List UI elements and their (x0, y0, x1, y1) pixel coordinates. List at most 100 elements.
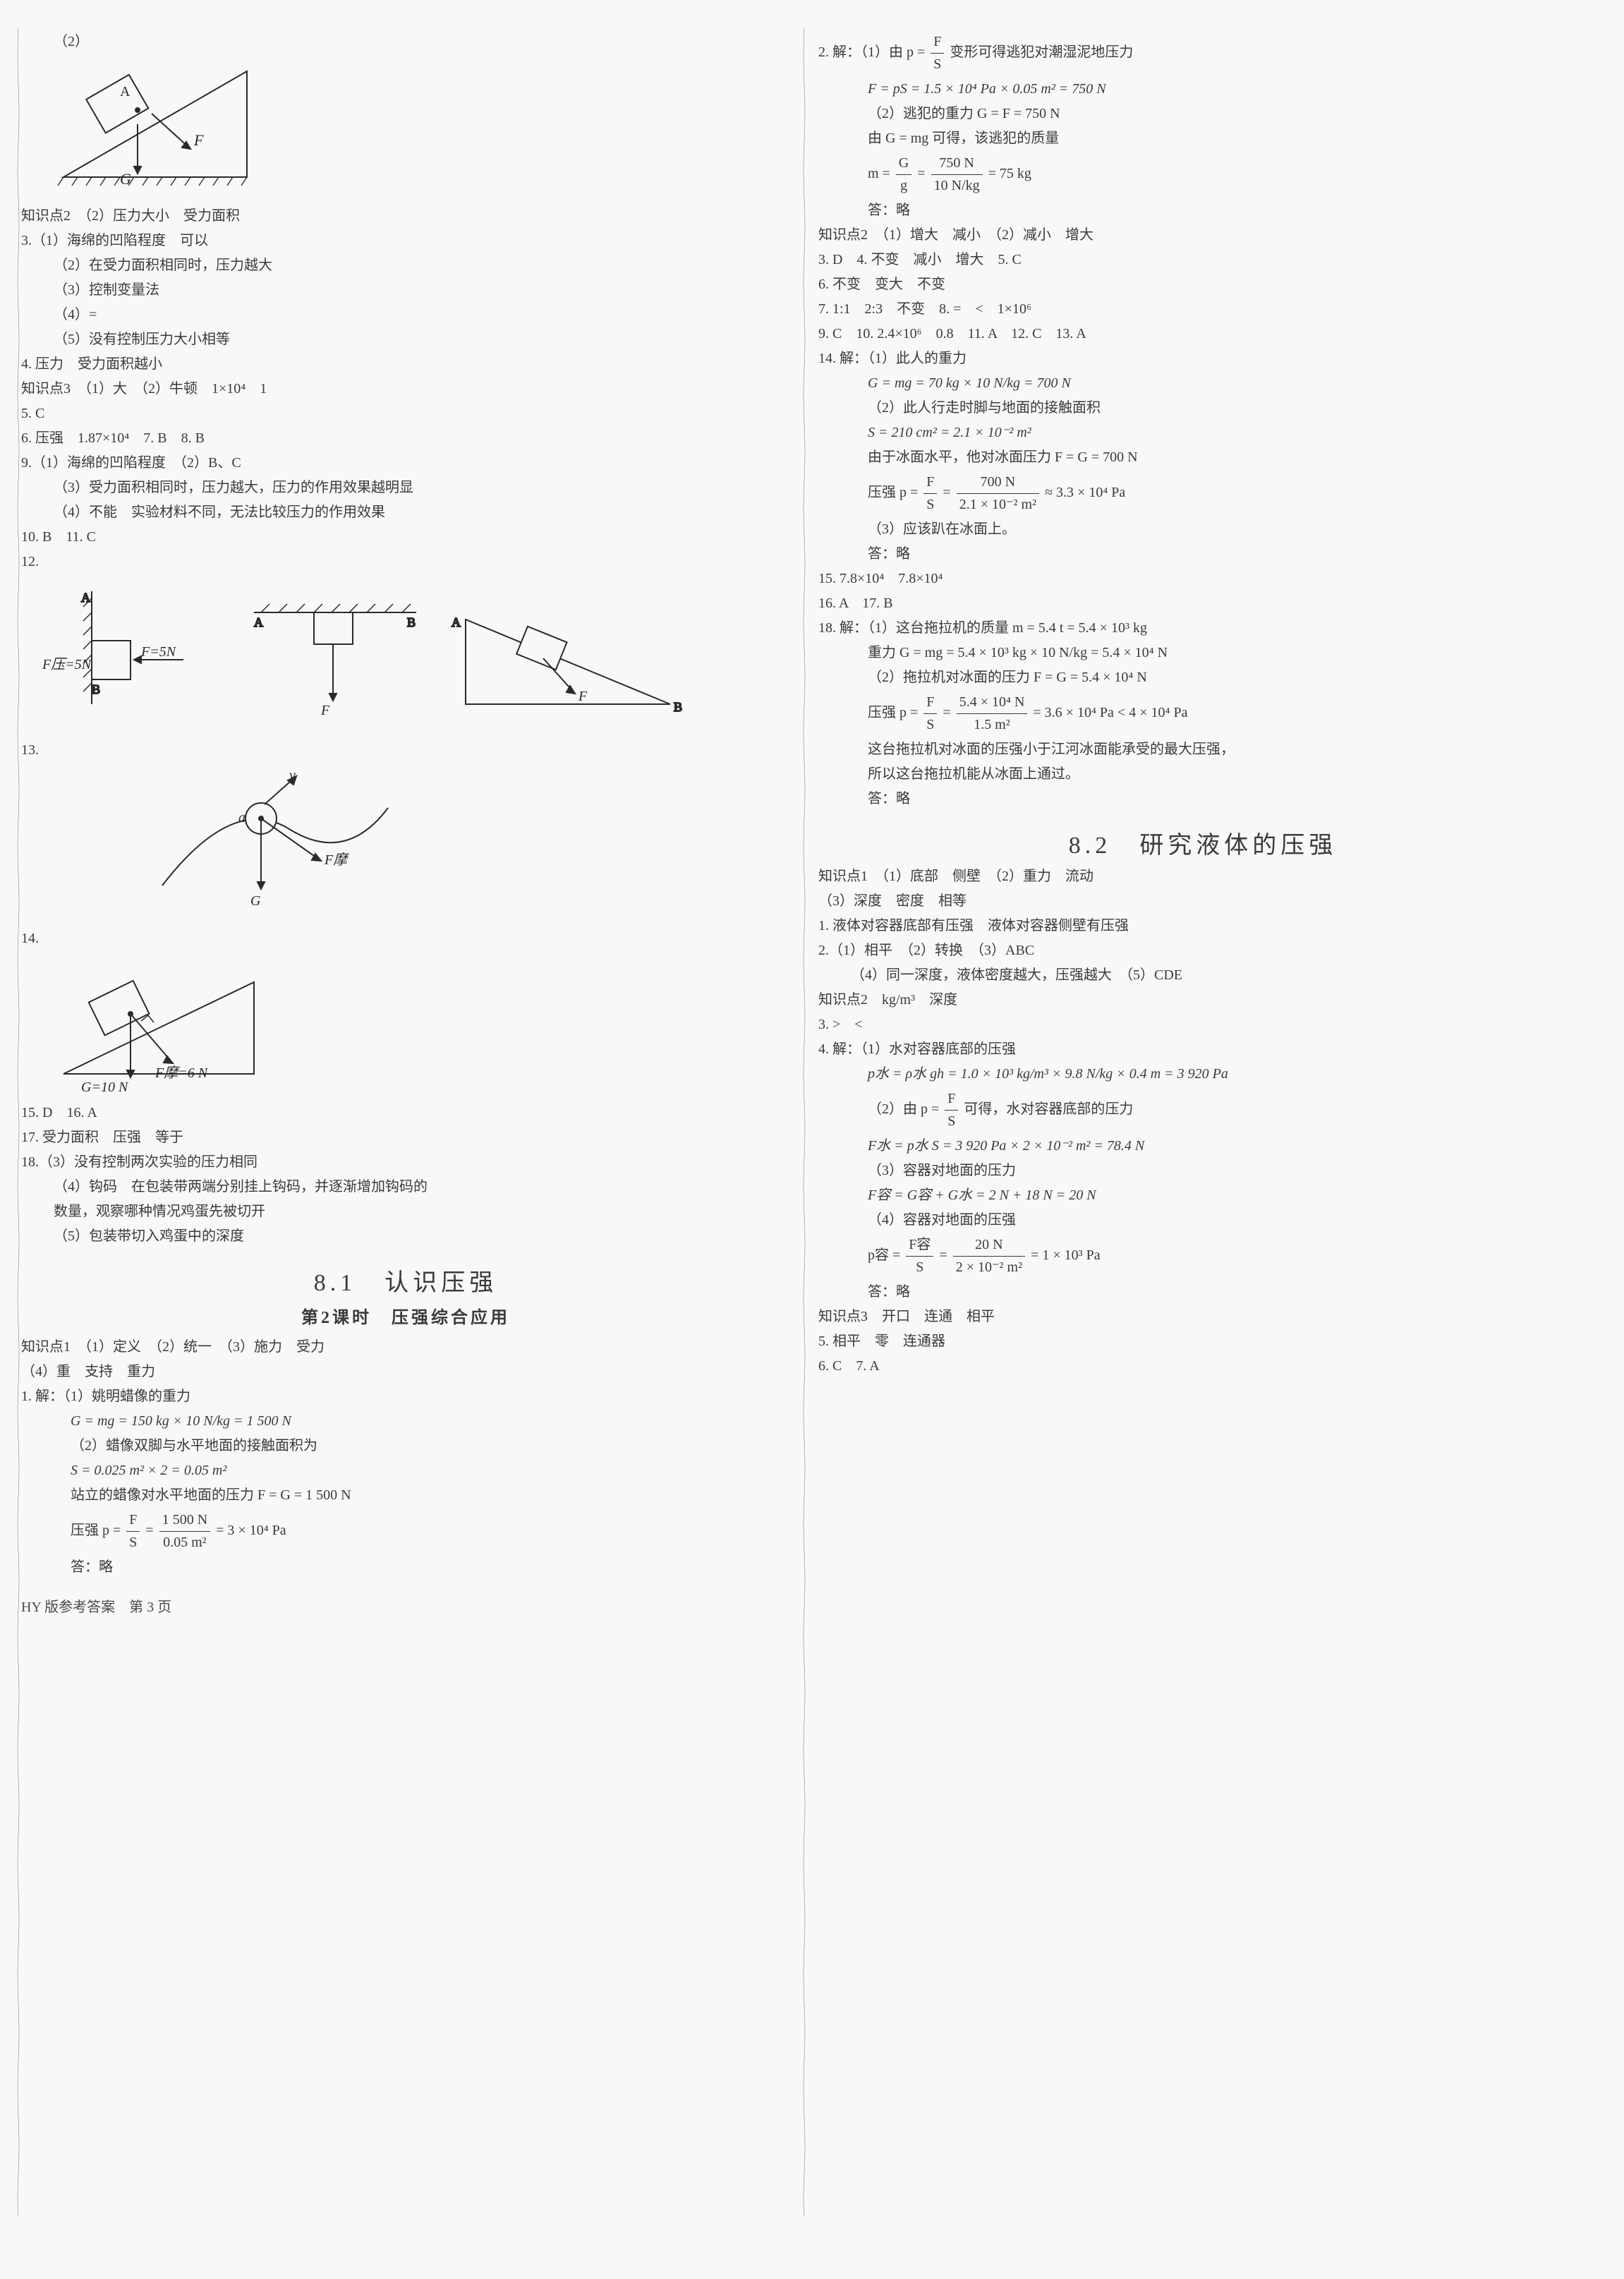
r7: 7. 1:1 2:3 不变 8. = < 1×10⁶ (818, 298, 1587, 320)
svg-text:B: B (92, 682, 100, 696)
q9-1: 9.（1）海绵的凹陷程度 （2）B、C (21, 452, 790, 474)
svg-text:F摩: F摩 (324, 852, 349, 868)
q5: 5. C (21, 403, 790, 425)
r18-c2: 所以这台拖拉机能从冰面上通过。 (818, 763, 1587, 785)
svg-text:B: B (674, 700, 682, 714)
r18-p: 压强 p = FS = 5.4 × 10⁴ N1.5 m² = 3.6 × 10… (818, 691, 1587, 736)
r9: 9. C 10. 2.4×10⁶ 0.8 11. A 12. C 13. A (818, 323, 1587, 345)
r14-g: G = mg = 70 kg × 10 N/kg = 700 N (818, 373, 1587, 394)
q4: 4. 压力 受力面积越小 (21, 353, 790, 375)
b1-ans: 答：略 (21, 1556, 790, 1578)
q15: 15. D 16. A (21, 1102, 790, 1124)
r18-c1: 这台拖拉机对冰面的压强小于江河冰面能承受的最大压强， (818, 739, 1587, 761)
b1-f: 站立的蜡像对水平地面的压力 F = G = 1 500 N (21, 1485, 790, 1506)
wavy-edge-left (17, 28, 20, 2215)
r2-1: 2. 解：（1）由 p = FS 变形可得逃犯对潮湿泥地压力 (818, 31, 1587, 75)
q6: 6. 压强 1.87×10⁴ 7. B 8. B (21, 428, 790, 449)
left-column: （2） (21, 28, 790, 1616)
r14-3: （3）应该趴在冰面上。 (818, 519, 1587, 540)
r14-1: 14. 解：（1）此人的重力 (818, 348, 1587, 370)
subsection-8-1: 第2课时 压强综合应用 (21, 1303, 790, 1328)
wavy-divider (803, 28, 806, 2215)
r15: 15. 7.8×10⁴ 7.8×10⁴ (818, 568, 1587, 590)
q9-4: （4）不能 实验材料不同，无法比较压力的作用效果 (21, 502, 790, 524)
c1: 1. 液体对容器底部有压强 液体对容器侧壁有压强 (818, 915, 1587, 937)
q18-4a: （4）钩码 在包装带两端分别挂上钩码，并逐渐增加钩码的 (21, 1176, 790, 1198)
page: （2） (21, 28, 1603, 1616)
svg-text:A: A (81, 591, 90, 605)
c2: 2.（1）相平 （2）转换 （3）ABC (818, 940, 1587, 962)
c4-4: （4）容器对地面的压强 (818, 1209, 1587, 1231)
svg-text:F压=5N: F压=5N (42, 657, 92, 672)
kp3c: 知识点3 开口 连通 相平 (818, 1306, 1587, 1328)
q3-1: 3.（1）海绵的凹陷程度 可以 (21, 230, 790, 252)
kp1c-3: （3）深度 密度 相等 (818, 890, 1587, 912)
page-footer: HY 版参考答案 第 3 页 (21, 1595, 790, 1616)
c6: 6. C 7. A (818, 1355, 1587, 1377)
section-8-1: 8.1 认识压强 (21, 1263, 790, 1298)
q13: 13. (21, 739, 790, 761)
diagram-incline-1: A G F (42, 57, 790, 198)
diagram-13: v a G F摩 (148, 766, 790, 921)
diagram-12: A B A B A (42, 577, 790, 732)
q9-3: （3）受力面积相同时，压力越大，压力的作用效果越明显 (21, 477, 790, 499)
svg-text:F摩=6 N: F摩=6 N (154, 1065, 209, 1081)
c4-f: F水 = p水 S = 3 920 Pa × 2 × 10⁻² m² = 78.… (818, 1135, 1587, 1157)
r18-2: （2）拖拉机对冰面的压力 F = G = 5.4 × 10⁴ N (818, 667, 1587, 689)
c4-ans: 答：略 (818, 1281, 1587, 1303)
q18-3: 18.（3）没有控制两次实验的压力相同 (21, 1151, 790, 1173)
svg-text:G: G (250, 893, 261, 909)
c4-2: （2）由 p = FS 可得，水对容器底部的压力 (818, 1088, 1587, 1132)
r6: 6. 不变 变大 不变 (818, 274, 1587, 296)
r2-gmg: 由 G = mg 可得，该逃犯的质量 (818, 128, 1587, 150)
r2-2: （2）逃犯的重力 G = F = 750 N (818, 103, 1587, 125)
r18-1: 18. 解：（1）这台拖拉机的质量 m = 5.4 t = 5.4 × 10³ … (818, 617, 1587, 639)
svg-text:A: A (254, 615, 263, 629)
kp1b-4: （4）重 支持 重力 (21, 1361, 790, 1383)
svg-text:v: v (289, 768, 296, 783)
q18-5: （5）包装带切入鸡蛋中的深度 (21, 1226, 790, 1247)
c4-p: p水 = ρ水 gh = 1.0 × 10³ kg/m³ × 9.8 N/kg … (818, 1063, 1587, 1085)
svg-text:G: G (120, 170, 131, 188)
c2-4: （4）同一深度，液体密度越大，压强越大 （5）CDE (818, 965, 1587, 986)
r3: 3. D 4. 不变 减小 增大 5. C (818, 249, 1587, 271)
c4-fg: F容 = G容 + G水 = 2 N + 18 N = 20 N (818, 1185, 1587, 1207)
section-8-2: 8.2 研究液体的压强 (818, 826, 1587, 860)
kp2r: 知识点2 （1）增大 减小 （2）减小 增大 (818, 224, 1587, 246)
c3: 3. > < (818, 1014, 1587, 1036)
r2-ans: 答：略 (818, 200, 1587, 222)
q3-5: （5）没有控制压力大小相等 (21, 329, 790, 351)
q10: 10. B 11. C (21, 526, 790, 548)
b1-2: （2）蜡像双脚与水平地面的接触面积为 (21, 1435, 790, 1457)
r14-ans: 答：略 (818, 543, 1587, 565)
svg-text:F: F (193, 131, 204, 149)
kp2: 知识点2 （2）压力大小 受力面积 (21, 205, 790, 227)
diagram-14: G=10 N F摩=6 N (42, 954, 790, 1095)
svg-text:a: a (238, 810, 246, 826)
r18-ans: 答：略 (818, 788, 1587, 810)
b1: 1. 解：（1）姚明蜡像的重力 (21, 1386, 790, 1408)
svg-text:F: F (578, 689, 588, 704)
q3-4: （4）= (21, 304, 790, 326)
b1-g: G = mg = 150 kg × 10 N/kg = 1 500 N (21, 1410, 790, 1432)
q14: 14. (21, 928, 790, 950)
kp1b: 知识点1 （1）定义 （2）统一 （3）施力 受力 (21, 1336, 790, 1358)
svg-text:G=10 N: G=10 N (81, 1080, 129, 1095)
r14-p: 压强 p = FS = 700 N2.1 × 10⁻² m² ≈ 3.3 × 1… (818, 471, 1587, 516)
b1-p: 压强 p = FS = 1 500 N0.05 m² = 3 × 10⁴ Pa (21, 1509, 790, 1554)
kp1c-1: 知识点1 （1）底部 侧壁 （2）重力 流动 (818, 866, 1587, 888)
r14-2: （2）此人行走时脚与地面的接触面积 (818, 397, 1587, 419)
r14-ice: 由于冰面水平，他对冰面压力 F = G = 700 N (818, 447, 1587, 469)
r2-m: m = Gg = 750 N10 N/kg = 75 kg (818, 152, 1587, 197)
q18-4b: 数量，观察哪种情况鸡蛋先被切开 (21, 1201, 790, 1223)
b1-s: S = 0.025 m² × 2 = 0.05 m² (21, 1460, 790, 1482)
r14-s: S = 210 cm² = 2.1 × 10⁻² m² (818, 422, 1587, 444)
c4-1: 4. 解：（1）水对容器底部的压强 (818, 1039, 1587, 1060)
q3-3: （3）控制变量法 (21, 279, 790, 301)
kp2c: 知识点2 kg/m³ 深度 (818, 989, 1587, 1011)
svg-text:A: A (120, 84, 131, 99)
svg-text:B: B (407, 615, 416, 629)
c4-pg: p容 = F容S = 20 N2 × 10⁻² m² = 1 × 10³ Pa (818, 1234, 1587, 1278)
svg-text:A: A (452, 615, 461, 629)
r2-f: F = pS = 1.5 × 10⁴ Pa × 0.05 m² = 750 N (818, 78, 1587, 100)
